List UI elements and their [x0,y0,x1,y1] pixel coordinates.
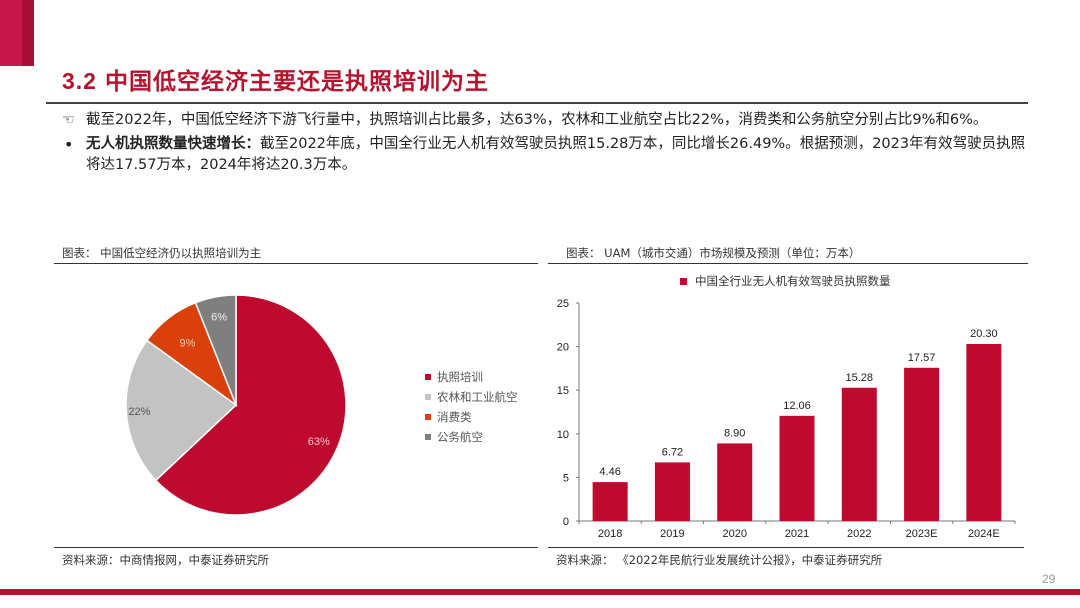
left-chart-source: 资料来源：中商情报网，中泰证券研究所 [62,553,269,567]
title-divider [46,102,1028,104]
pie-slice [125,339,238,482]
right-chart-source: 资料来源： 《2022年民航行业发展统计公报》，中泰证券研究所 [556,553,883,567]
x-tick-label: 2020 [722,528,746,540]
x-tick-label: 2018 [598,528,622,540]
bar-value-label: 6.72 [662,446,683,458]
pie-value-label: 9% [180,337,196,349]
legend-item-agri-industrial: 农林和工业航空 [425,387,518,407]
right-chart-title: 图表： UAM（城市交通）市场规模及预测（单位：万本） [566,246,861,260]
left-chart-title: 图表： 中国低空经济仍以执照培训为主 [62,246,262,260]
pie-value-label: 6% [211,311,227,323]
x-tick-label: 2021 [785,528,809,540]
bar [592,482,628,521]
legend-swatch [680,277,687,285]
bullet-text: 截至2022年，中国低空经济下游飞行量中，执照培训占比最多，达63%，农林和工业… [86,112,988,128]
bar-value-label: 20.30 [970,328,998,340]
y-tick-label: 5 [563,472,569,484]
hand-pointing-icon: ☜ [62,112,75,128]
bar [779,415,815,521]
legend-swatch [425,434,431,440]
bar-value-label: 15.28 [846,372,874,384]
x-tick-label: 2022 [847,528,871,540]
corner-accent-block [0,0,34,66]
left-source-rule [54,547,538,549]
page-number: 29 [1042,572,1056,586]
bar-chart-bars: 4.46 6.72 8.90 12.06 15.28 17.57 20.30 [592,328,1002,521]
bullet-text: 截至2022年底，中国全行业无人机有效驾驶员执照15.28万本，同比增长26.4… [86,136,1026,173]
bar [966,343,1002,521]
bar-chart-axes: 0 5 10 15 20 25 2018 2019 2020 2021 2022 2023E 2024E [557,298,1016,540]
pie-slices [125,294,347,516]
bullet-bold-lead: 无人机执照数量快速增长： [86,136,260,152]
legend-item-consumer: 消费类 [425,407,518,427]
legend-swatch [425,374,431,380]
y-tick-label: 20 [557,342,569,354]
pie-value-label: 22% [128,406,150,418]
bar-legend: 中国全行业无人机有效驾驶员执照数量 [680,273,891,289]
title-text: 中国低空经济主要还是执照培训为主 [104,69,489,95]
y-tick-label: 10 [557,429,569,441]
bar [717,443,753,521]
bullet-item-2: • 无人机执照数量快速增长：截至2022年底，中国全行业无人机有效驾驶员执照15… [58,134,1028,176]
x-tick-label: 2019 [660,528,684,540]
right-source-rule [548,547,1024,549]
bar [904,367,940,521]
bullet-list: ☜ 截至2022年，中国低空经济下游飞行量中，执照培训占比最多，达63%，农林和… [58,110,1028,179]
pie-slice [194,294,237,406]
bar-value-label: 4.46 [599,466,620,478]
bar-value-label: 17.57 [908,352,936,364]
bar [654,462,690,521]
pie-value-label: 63% [308,436,330,448]
right-chart-title-rule [548,263,1028,265]
legend-swatch [425,414,431,420]
y-tick-label: 15 [557,385,569,397]
footer-bar [0,589,1080,595]
legend-item-license-training: 执照培训 [425,367,518,387]
legend-item-official-aviation: 公务航空 [425,427,518,447]
page-title: 3.2 中国低空经济主要还是执照培训为主 [62,62,489,96]
bar [841,387,877,521]
bar-value-label: 12.06 [783,400,811,412]
x-tick-label: 2024E [968,528,1000,540]
pie-slice [154,294,347,516]
section-number: 3.2 [62,68,97,94]
legend-swatch [425,394,431,400]
bullet-item-1: ☜ 截至2022年，中国低空经济下游飞行量中，执照培训占比最多，达63%，农林和… [58,110,1028,131]
pie-labels: 63% 22% 9% 6% [128,311,330,447]
left-chart-title-rule [54,263,538,265]
bullet-dot-icon: • [64,135,74,154]
bar-value-label: 8.90 [724,427,745,439]
pie-legend: 执照培训 农林和工业航空 消费类 公务航空 [425,367,518,447]
x-tick-label: 2023E [906,528,938,540]
y-tick-label: 25 [557,298,569,310]
y-tick-label: 0 [563,516,569,528]
